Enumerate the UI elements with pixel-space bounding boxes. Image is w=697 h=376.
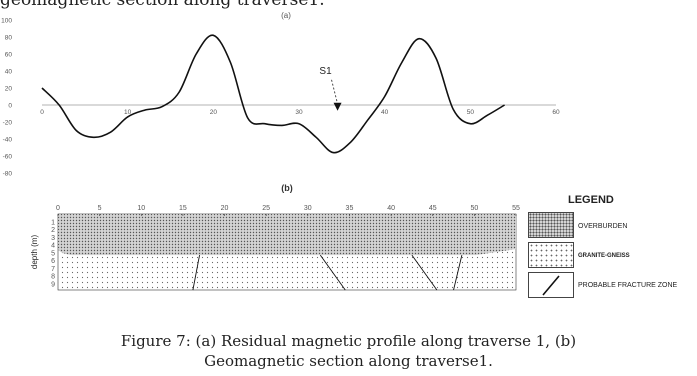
depth-tick-label: 6 [51, 258, 55, 265]
x-tick-label: 30 [295, 109, 303, 116]
x-tick-label: 60 [552, 109, 560, 116]
caption-line-1: Figure 7: (a) Residual magnetic profile … [120, 332, 577, 350]
magnetic-profile-line [41, 34, 506, 154]
x-tick-label: 45 [429, 205, 437, 212]
legend-title: LEGEND [568, 194, 614, 206]
x-tick-label: 15 [179, 205, 187, 212]
fracture-zone-legend-label: PROBABLE FRACTURE ZONE [578, 282, 678, 289]
x-tick-label: 25 [262, 205, 270, 212]
figure-caption: Figure 7: (a) Residual magnetic profile … [0, 331, 697, 371]
s1-arrow-shaft [331, 79, 338, 104]
depth-tick-label: 9 [51, 281, 55, 288]
y-tick-label: -60 [3, 154, 13, 161]
granite-gneiss-legend-label: GRANITE-GNEISS [578, 253, 630, 259]
y-tick-label: -20 [3, 120, 13, 127]
fracture-zone-line [192, 255, 201, 291]
x-tick-label: 30 [304, 205, 312, 212]
s1-annotation-label: S1 [319, 66, 332, 77]
panel-label-a: (a) [281, 11, 291, 20]
x-tick-label: 35 [346, 205, 354, 212]
y-tick-label: 100 [1, 18, 12, 25]
x-tick-label: 50 [470, 205, 478, 212]
x-tick-label: 50 [467, 109, 475, 116]
depth-tick-label: 4 [51, 243, 55, 250]
x-tick-label: 10 [124, 109, 132, 116]
x-tick-label: 40 [387, 205, 395, 212]
x-tick-label: 20 [210, 109, 218, 116]
x-tick-label: 40 [381, 109, 389, 116]
depth-tick-label: 8 [51, 274, 55, 281]
overburden-legend-label: OVERBURDEN [578, 223, 628, 230]
x-tick-label: 20 [221, 205, 229, 212]
cut-off-caption-text: geomagnetic section along traverse1. [0, 0, 325, 10]
s1-arrow-head [333, 102, 342, 111]
y-tick-label: 20 [5, 86, 13, 93]
fracture-line-icon [542, 275, 560, 296]
depth-axis-label: depth (m) [30, 235, 39, 270]
depth-tick-label: 1 [51, 219, 55, 226]
x-tick-label: 55 [512, 205, 520, 212]
fracture-zone-legend-swatch [528, 272, 574, 298]
panel-label-b: (b) [281, 183, 293, 193]
depth-tick-label: 7 [51, 266, 55, 273]
y-tick-label: 60 [5, 52, 13, 59]
fracture-zone-line [411, 254, 438, 291]
overburden-legend-swatch [528, 212, 574, 238]
granite-gneiss-legend-swatch [528, 242, 574, 268]
depth-tick-label: 3 [51, 235, 55, 242]
x-tick-label: 10 [137, 205, 145, 212]
x-tick-label: 0 [40, 109, 44, 116]
x-tick-label: 5 [98, 205, 102, 212]
geomagnetic-section-chart: (b)0 5 10 15 20 25 30 35 40 45 50 55123456789depth … [30, 183, 520, 291]
caption-line-2: Geomagnetic section along traverse1. [204, 352, 493, 370]
y-tick-label: -40 [3, 137, 13, 144]
overburden-layer [58, 214, 516, 256]
residual-magnetic-profile-chart: (a) 100 80 60 40 20 0 -20 -40 -60 -80 0 10 20 30 40 50 60… [1, 11, 560, 178]
y-tick-label: 0 [8, 103, 12, 110]
y-tick-label: 40 [5, 69, 13, 76]
fracture-zone-line [453, 254, 463, 291]
depth-tick-label: 2 [51, 227, 55, 234]
y-tick-label: -80 [3, 171, 13, 178]
x-tick-label: 0 [56, 205, 60, 212]
depth-tick-label: 5 [51, 250, 55, 257]
y-tick-label: 80 [5, 35, 13, 42]
fracture-zone-line [319, 254, 346, 291]
